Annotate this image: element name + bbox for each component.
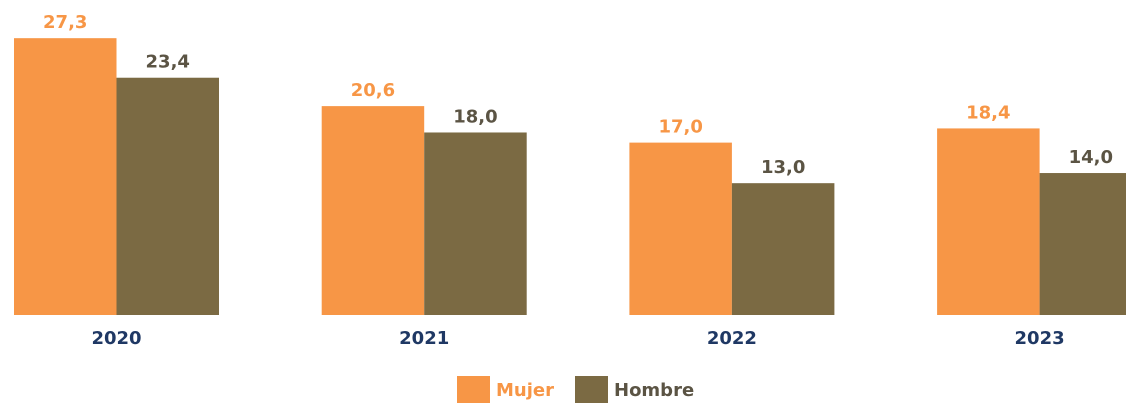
x-tick-label: 2023 bbox=[1015, 328, 1065, 349]
bar bbox=[731, 183, 835, 315]
bar bbox=[14, 38, 117, 315]
x-tick-label: 2022 bbox=[707, 328, 757, 349]
value-label: 23,4 bbox=[146, 52, 190, 73]
x-tick-label: 2020 bbox=[91, 328, 141, 349]
legend-swatch bbox=[575, 376, 608, 403]
legend-label: Hombre bbox=[614, 380, 694, 401]
bar bbox=[937, 128, 1040, 315]
value-label: 13,0 bbox=[761, 157, 805, 178]
value-label: 17,0 bbox=[658, 117, 702, 138]
bar bbox=[629, 142, 732, 315]
value-label: 14,0 bbox=[1069, 147, 1113, 168]
value-label: 18,0 bbox=[453, 106, 497, 127]
value-label: 27,3 bbox=[43, 12, 87, 33]
bar bbox=[321, 106, 425, 315]
value-label: 18,4 bbox=[966, 102, 1010, 123]
bar bbox=[1039, 173, 1126, 315]
legend-swatch bbox=[457, 376, 490, 403]
x-tick-label: 2021 bbox=[399, 328, 449, 349]
legend-label: Mujer bbox=[496, 380, 554, 401]
bar bbox=[424, 132, 527, 315]
value-label: 20,6 bbox=[351, 80, 395, 101]
bar bbox=[116, 77, 219, 315]
